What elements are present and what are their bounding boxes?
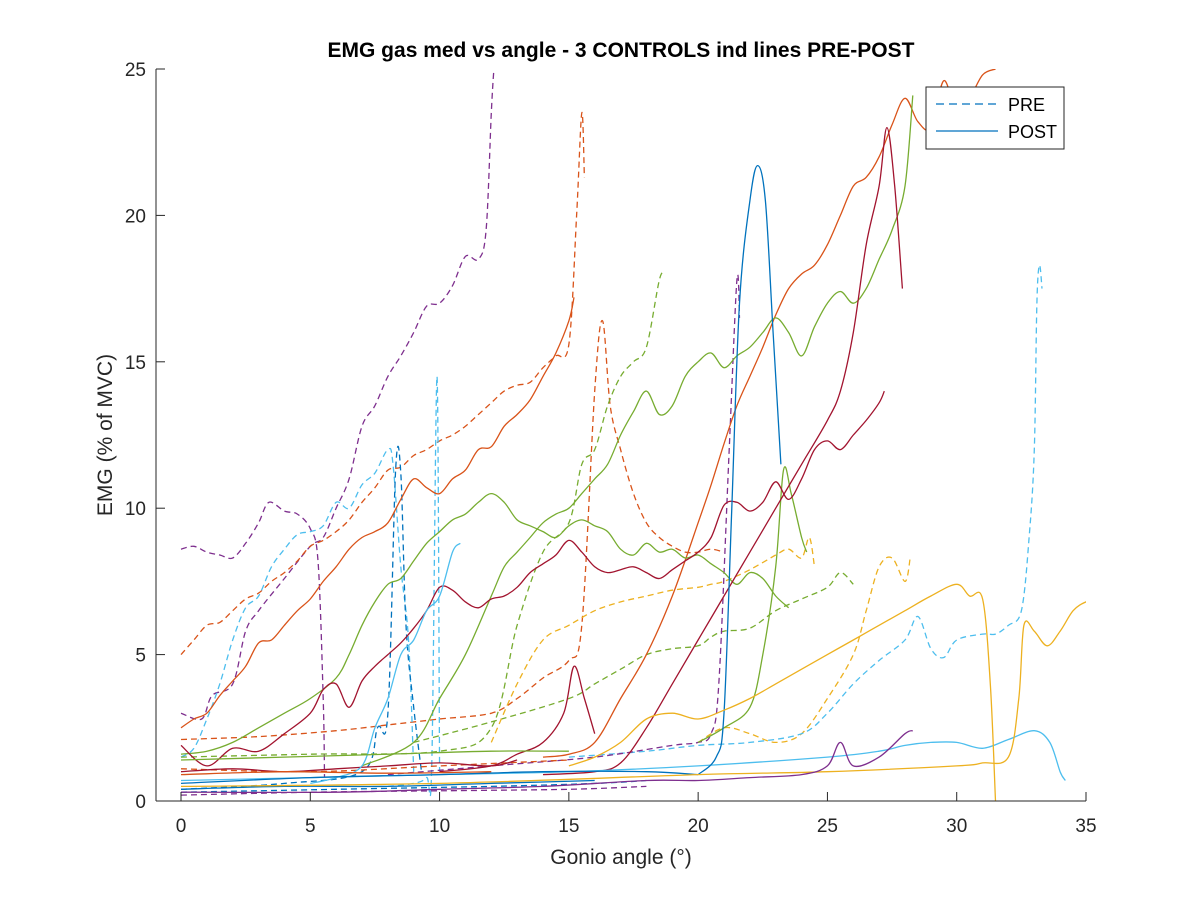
x-tick-label: 25	[817, 816, 838, 837]
y-tick-label: 20	[125, 206, 146, 227]
x-axis-label: Gonio angle (°)	[550, 846, 691, 869]
y-axis-label: EMG (% of MVC)	[94, 354, 117, 516]
pre-series-line-0	[180, 501, 326, 778]
post-series-line-28	[180, 770, 699, 785]
pre-series-line-12	[387, 274, 741, 776]
pre-series-line-8	[413, 571, 854, 744]
x-tick-label: 15	[558, 816, 579, 837]
post-series-line-24	[180, 759, 518, 773]
y-tick-label: 10	[125, 499, 146, 520]
pre-series-line-5	[387, 375, 441, 797]
y-ticks: 0 5 10 15 20 25	[125, 60, 165, 813]
pre-series-line-11	[568, 264, 1043, 758]
post-series-line-31	[180, 601, 1086, 788]
post-series-line-25	[310, 542, 461, 785]
x-tick-label: 35	[1075, 816, 1096, 837]
pre-series-line-1	[180, 69, 495, 721]
x-tick-label: 0	[176, 816, 187, 837]
x-tick-label: 20	[688, 816, 709, 837]
post-series-line-23	[542, 126, 904, 776]
legend-label-post: POST	[1008, 122, 1057, 142]
series-layer	[180, 69, 1086, 801]
x-ticks: 0 5 10 15 20 25 30 35	[176, 792, 1097, 837]
post-series-line-32	[180, 730, 914, 794]
x-tick-label: 10	[429, 816, 450, 837]
y-tick-label: 5	[135, 646, 146, 667]
y-tick-label: 15	[125, 353, 146, 374]
pre-series-line-9	[490, 536, 816, 743]
legend-label-pre: PRE	[1008, 95, 1045, 115]
post-series-line-29	[180, 779, 595, 790]
legend: PRE POST	[925, 86, 1065, 150]
pre-series-line-14	[180, 785, 647, 796]
post-series-line-33	[180, 750, 569, 761]
post-series-line-16	[180, 297, 575, 729]
post-series-line-21	[180, 390, 885, 767]
pre-series-line-6	[180, 445, 423, 790]
legend-box	[925, 86, 1065, 150]
pre-series-line-15	[180, 759, 569, 773]
post-series-line-27	[697, 164, 782, 776]
post-series-line-34	[180, 771, 492, 776]
x-tick-label: 30	[946, 816, 967, 837]
pre-series-line-4	[180, 447, 415, 772]
pre-series-line-3	[180, 320, 725, 741]
pre-series-line-10	[697, 556, 911, 744]
post-series-line-30	[568, 583, 997, 801]
x-tick-label: 5	[305, 816, 316, 837]
post-series-line-18	[180, 492, 790, 755]
post-series-line-20	[697, 466, 808, 743]
y-tick-label: 0	[135, 792, 146, 813]
y-tick-label: 25	[125, 60, 146, 81]
chart-title: EMG gas med vs angle - 3 CONTROLS ind li…	[328, 39, 915, 62]
post-series-line-19	[361, 95, 914, 767]
